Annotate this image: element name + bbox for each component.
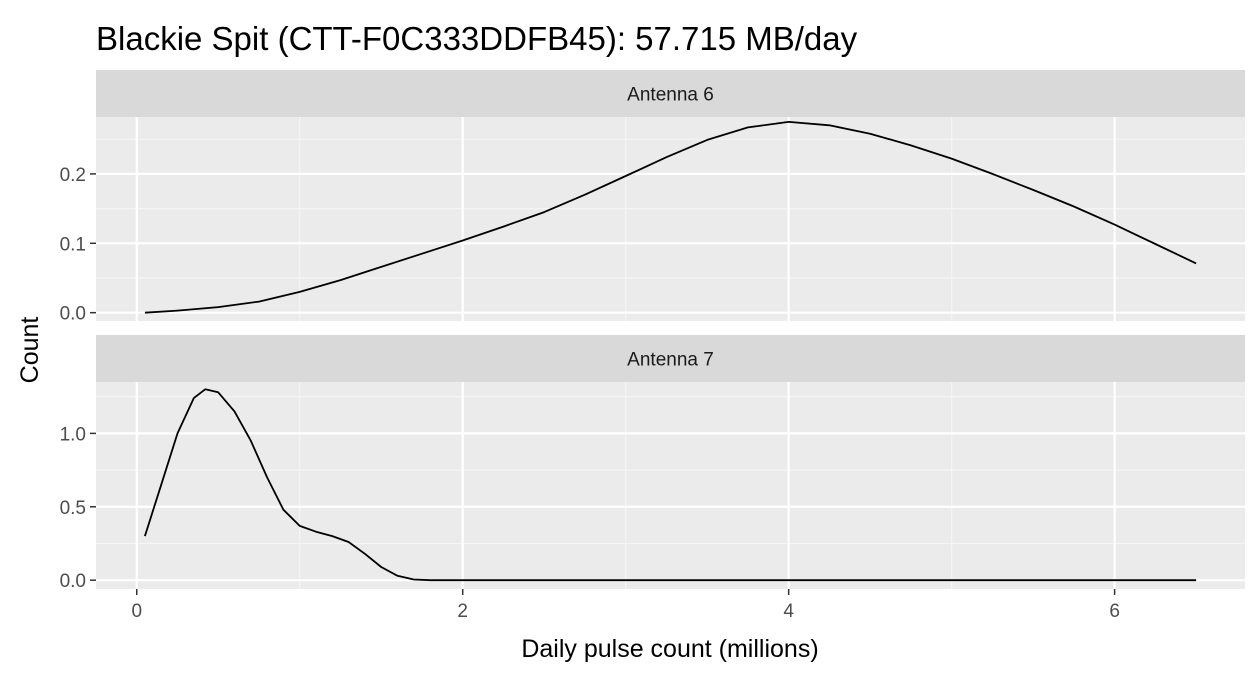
chart-title: Blackie Spit (CTT-F0C333DDFB45): 57.715 … xyxy=(96,20,858,57)
y-tick-label: 0.5 xyxy=(60,498,86,519)
x-tick-label: 2 xyxy=(457,601,468,622)
facet-2: Antenna 7 0.0 0.5 1.0 xyxy=(60,335,1245,592)
facet-strip-label: Antenna 6 xyxy=(627,85,714,106)
y-tick-label: 0.2 xyxy=(60,165,86,186)
y-tick-label: 1.0 xyxy=(60,424,86,445)
x-axis-title: Daily pulse count (millions) xyxy=(521,635,818,663)
x-axis: 0 2 4 6 xyxy=(131,589,1120,622)
panel-background xyxy=(96,382,1245,589)
y-axis-title: Count xyxy=(16,317,44,384)
facet-1: Antenna 6 0.0 0.1 0.2 xyxy=(60,70,1245,325)
y-tick-label: 0.0 xyxy=(60,571,86,592)
facet-strip xyxy=(96,335,1245,382)
density-line xyxy=(144,121,1197,314)
panel-background xyxy=(96,117,1245,321)
y-tick-label: 0.1 xyxy=(60,234,86,255)
facet-strip-label: Antenna 7 xyxy=(627,350,714,371)
x-tick-label: 6 xyxy=(1109,601,1120,622)
facet-panels: Antenna 6 0.0 0.1 0.2 Antenna 7 0.0 0.5 1.0 xyxy=(60,70,1245,592)
x-tick-label: 0 xyxy=(131,601,142,622)
facet-strip xyxy=(96,70,1245,117)
density-line xyxy=(144,388,1197,582)
x-tick-label: 4 xyxy=(783,601,794,622)
y-tick-label: 0.0 xyxy=(60,304,86,325)
